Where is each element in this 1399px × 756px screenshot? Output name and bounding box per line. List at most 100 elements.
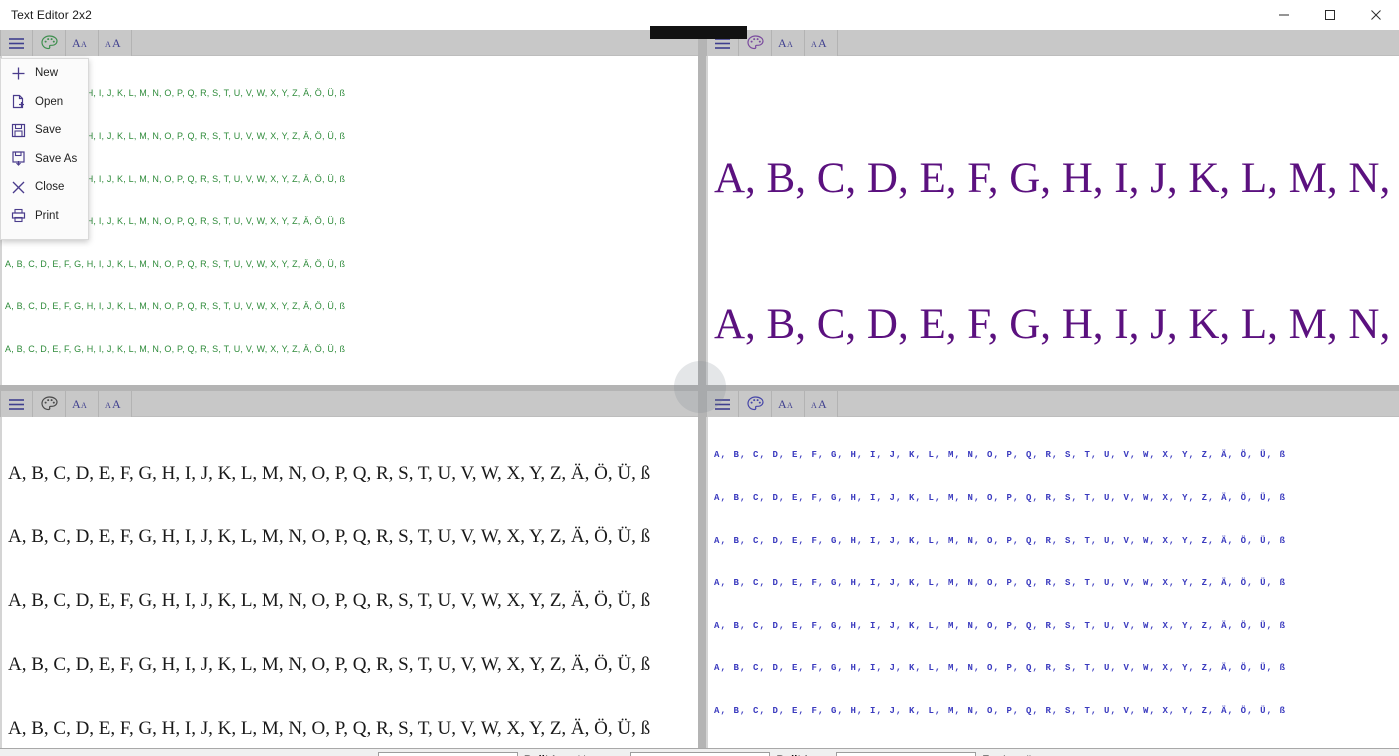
svg-text:A: A (112, 397, 121, 411)
palette-button-bottom-left[interactable] (33, 391, 66, 417)
text-line: A, B, C, D, E, F, G, H, I, J, K, L, M, N… (5, 214, 698, 228)
menu-item-save[interactable]: Save (1, 116, 88, 145)
palette-button-bottom-right[interactable] (739, 391, 772, 417)
text-area-bottom-right[interactable]: A, B, C, D, E, F, G, H, I, J, K, L, M, N… (706, 417, 1399, 748)
status-group-2: Built-In (630, 749, 814, 756)
status-extra-3: attribute (1012, 755, 1048, 756)
close-button[interactable] (1353, 0, 1399, 30)
menu-button-bottom-left[interactable] (0, 391, 33, 417)
text-line: A, B, C, D, E, F, G, H, I, J, K, L, M, N… (8, 462, 651, 484)
minimize-icon (1278, 9, 1290, 21)
menu-item-open[interactable]: Open (1, 88, 88, 117)
menu-button-top-left[interactable] (0, 30, 33, 56)
status-field-3[interactable] (836, 751, 977, 756)
text-line: A, B, C, D, E, F, G, H, I, J, K, L, M, N… (5, 257, 698, 271)
close-icon (1370, 9, 1382, 21)
menu-item-label: New (35, 67, 59, 80)
menu-item-save-as[interactable]: Save As (1, 145, 88, 174)
menu-item-new[interactable]: New (1, 59, 88, 88)
svg-text:A: A (778, 36, 787, 50)
status-field-1[interactable] (378, 751, 518, 756)
text-line: A, B, C, D, E, F, G, H, I, J, K, L, M, N… (714, 300, 1391, 348)
file-menu-popup[interactable]: New Open Save Save As Close Print (0, 58, 89, 240)
status-label-2: Built-In (776, 754, 814, 756)
text-line: A, B, C, D, E, F, G, H, I, J, K, L, M, N… (714, 155, 1391, 202)
floppy-disk-arrow-icon (10, 151, 26, 167)
palette-button-top-right[interactable] (739, 30, 772, 56)
text-area-bottom-left[interactable]: A, B, C, D, E, F, G, H, I, J, K, L, M, N… (0, 417, 698, 748)
toolbar-tooltip (650, 26, 747, 39)
svg-text:A: A (787, 40, 793, 49)
palette-button-top-left[interactable] (33, 30, 66, 56)
text-line: A, B, C, D, E, F, G, H, I, J, K, L, M, N… (714, 578, 1287, 589)
menu-item-close[interactable]: Close (1, 173, 88, 202)
svg-text:A: A (778, 397, 787, 411)
status-group-3: Font attribute (836, 749, 1048, 756)
text-line: A, B, C, D, E, F, G, H, I, J, K, L, M, N… (8, 590, 651, 612)
svg-text:A: A (72, 36, 81, 50)
text-area-top-left[interactable]: A, B, C, D, E, F, G, H, I, J, K, L, M, N… (0, 56, 698, 385)
maximize-button[interactable] (1307, 0, 1353, 30)
palette-icon (746, 396, 764, 412)
menu-button-bottom-right[interactable] (706, 391, 739, 417)
svg-text:A: A (81, 401, 87, 410)
splitter-hover-indicator[interactable] (674, 361, 726, 413)
svg-text:A: A (81, 40, 87, 49)
minimize-button[interactable] (1261, 0, 1307, 30)
menu-item-label: Print (35, 209, 59, 222)
status-group-1: Built-In Add Font (378, 749, 608, 756)
printer-icon (10, 208, 26, 224)
status-field-2[interactable] (630, 751, 771, 756)
text-line: A, B, C, D, E, F, G, H, I, J, K, L, M, N… (5, 172, 698, 186)
menu-icon (8, 398, 25, 411)
svg-text:A: A (811, 401, 817, 410)
text-line: A, B, C, D, E, F, G, H, I, J, K, L, M, N… (714, 493, 1287, 504)
text-line: A, B, C, D, E, F, G, H, I, J, K, L, M, N… (714, 450, 1287, 461)
menu-item-print[interactable]: Print (1, 202, 88, 231)
menu-icon (8, 37, 25, 50)
svg-text:A: A (105, 40, 111, 49)
toolbar-spacer-top-left (132, 30, 698, 55)
menu-item-label: Open (35, 95, 64, 108)
plus-icon (10, 65, 26, 81)
file-open-icon (10, 94, 26, 110)
svg-text:A: A (811, 40, 817, 49)
status-label-1: Built-In (524, 754, 562, 756)
status-label-3: Font (982, 754, 1006, 756)
toolbar-spacer-bottom-left (132, 391, 698, 416)
window-controls (1261, 0, 1399, 30)
status-extra-1: Add Font (568, 755, 609, 756)
svg-text:A: A (818, 397, 827, 411)
horizontal-splitter[interactable] (0, 385, 1399, 391)
text-line: A, B, C, D, E, F, G, H, I, J, K, L, M, N… (8, 654, 651, 676)
text-line: A, B, C, D, E, F, G, H, I, J, K, L, M, N… (5, 129, 698, 143)
text-line: A, B, C, D, E, F, G, H, I, J, K, L, M, N… (8, 526, 651, 548)
text-line: A, B, C, D, E, F, G, H, I, J, K, L, M, N… (714, 663, 1287, 674)
text-line: A, B, C, D, E, F, G, H, I, J, K, L, M, N… (714, 706, 1287, 717)
text-line: A, B, C, D, E, F, G, H, I, J, K, L, M, N… (5, 299, 698, 313)
svg-text:A: A (787, 401, 793, 410)
text-area-top-right[interactable]: A, B, C, D, E, F, G, H, I, J, K, L, M, N… (706, 56, 1399, 385)
